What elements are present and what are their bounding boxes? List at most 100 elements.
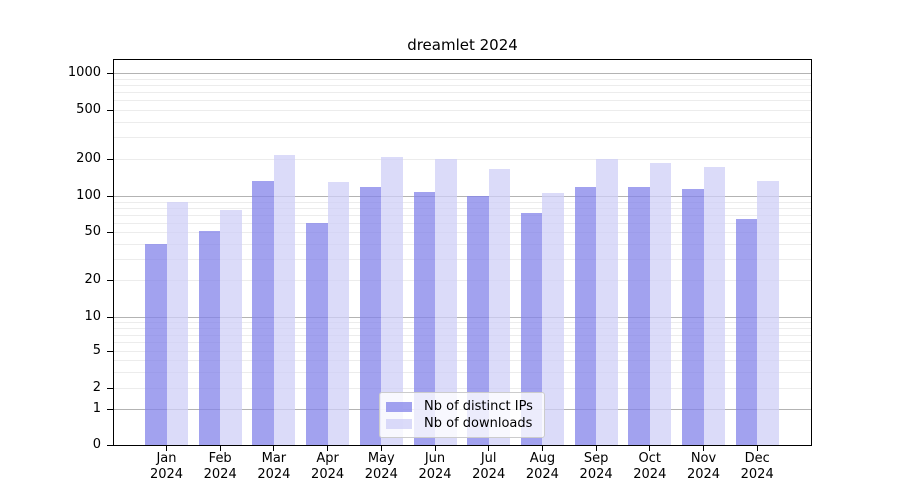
bar-downloads xyxy=(542,192,564,445)
y-tick xyxy=(107,388,113,389)
bar-downloads xyxy=(649,162,672,445)
x-tick-label: Mar 2024 xyxy=(257,451,291,482)
y-tick-label: 50 xyxy=(84,224,101,239)
gridline-minor xyxy=(114,371,811,373)
x-tick-label: Jul 2024 xyxy=(472,451,506,482)
bar-distinct-ips xyxy=(413,192,435,445)
gridline-minor xyxy=(114,258,811,260)
x-tick xyxy=(327,446,329,451)
y-tick xyxy=(107,351,113,352)
gridline-minor xyxy=(114,327,811,329)
x-tick-label: Aug 2024 xyxy=(525,451,559,482)
gridline-minor xyxy=(114,92,811,93)
bar-downloads xyxy=(757,181,779,445)
bar-downloads xyxy=(327,182,350,445)
bar-distinct-ips xyxy=(520,213,543,445)
gridline-minor xyxy=(114,137,811,139)
bar-downloads xyxy=(488,168,511,445)
y-tick xyxy=(107,280,113,281)
gridline-minor xyxy=(114,232,811,233)
y-tick-label: 10 xyxy=(84,309,101,324)
x-tick-label: Jan 2024 xyxy=(149,451,184,482)
legend-swatch-distinct-ips xyxy=(386,401,412,412)
bar-downloads xyxy=(435,159,457,445)
bar-downloads xyxy=(596,159,618,445)
x-tick-label: Apr 2024 xyxy=(311,451,345,482)
legend-swatch-downloads xyxy=(386,418,412,429)
y-tick-label: 200 xyxy=(76,151,101,166)
bar-distinct-ips xyxy=(306,222,328,445)
gridline-major xyxy=(114,73,811,74)
plot-inner: Nb of distinct IPs Nb of downloads xyxy=(114,60,811,445)
bar-downloads xyxy=(381,156,403,445)
y-tick xyxy=(107,196,113,197)
x-tick-label: Jun 2024 xyxy=(418,451,452,482)
gridline-minor xyxy=(114,100,811,102)
bar-downloads xyxy=(703,167,725,445)
gridline-minor xyxy=(114,110,811,111)
x-tick-label: Sep 2024 xyxy=(579,451,613,482)
bar-distinct-ips xyxy=(252,181,274,445)
x-tick xyxy=(434,446,436,451)
gridline-minor xyxy=(114,351,811,352)
y-tick-label: 1000 xyxy=(67,65,101,80)
chart-title: dreamlet 2024 xyxy=(407,36,518,54)
gridline-major xyxy=(114,196,811,197)
x-tick-label: Oct 2024 xyxy=(633,451,667,482)
y-tick-label: 100 xyxy=(76,188,101,203)
x-tick xyxy=(273,446,275,451)
y-tick xyxy=(107,445,113,446)
x-tick xyxy=(488,446,490,451)
legend: Nb of distinct IPs Nb of downloads xyxy=(379,392,545,438)
gridline-minor xyxy=(114,334,811,336)
gridline-minor xyxy=(114,201,811,203)
gridline-minor xyxy=(114,360,811,361)
bar-downloads xyxy=(273,155,296,445)
x-tick xyxy=(756,446,758,451)
y-tick xyxy=(107,159,113,160)
gridline-minor xyxy=(114,342,811,344)
gridline-minor xyxy=(114,222,811,224)
legend-item: Nb of downloads xyxy=(386,415,536,432)
y-tick xyxy=(107,73,113,74)
gridline-minor xyxy=(114,243,811,245)
x-tick xyxy=(703,446,704,451)
bar-distinct-ips xyxy=(467,196,489,445)
legend-label-distinct-ips: Nb of distinct IPs xyxy=(424,399,533,414)
plot-area: Nb of distinct IPs Nb of downloads xyxy=(113,59,812,446)
y-tick-label: 500 xyxy=(76,102,101,117)
y-tick-label: 5 xyxy=(92,343,101,358)
y-tick-label: 1 xyxy=(92,401,101,416)
x-tick-label: Feb 2024 xyxy=(203,451,237,482)
gridline-major xyxy=(114,317,811,318)
legend-label-downloads: Nb of downloads xyxy=(424,416,533,431)
y-tick xyxy=(107,232,113,233)
x-tick xyxy=(380,446,382,451)
gridline-minor xyxy=(114,159,811,160)
gridline-minor xyxy=(114,214,811,216)
x-tick xyxy=(595,446,597,451)
bar-downloads xyxy=(220,210,242,445)
y-tick-label: 2 xyxy=(92,380,101,395)
bar-distinct-ips xyxy=(735,219,758,445)
legend-item: Nb of distinct IPs xyxy=(386,398,536,415)
x-tick-label: May 2024 xyxy=(364,451,398,482)
bar-distinct-ips xyxy=(682,188,704,445)
x-tick xyxy=(166,446,167,451)
x-tick-label: Dec 2024 xyxy=(740,451,774,482)
bar-distinct-ips xyxy=(198,231,221,445)
x-tick xyxy=(541,446,543,451)
gridline-minor xyxy=(114,322,811,324)
x-tick xyxy=(219,446,221,451)
gridline-minor xyxy=(114,121,811,123)
bar-distinct-ips xyxy=(574,187,597,445)
y-tick xyxy=(107,409,113,410)
bar-downloads xyxy=(166,201,188,445)
bar-distinct-ips xyxy=(628,187,650,445)
y-tick-label: 0 xyxy=(92,437,101,452)
x-tick xyxy=(649,446,651,451)
gridline-minor xyxy=(114,78,811,80)
gridline-minor xyxy=(114,280,811,281)
gridline-minor xyxy=(114,84,811,86)
